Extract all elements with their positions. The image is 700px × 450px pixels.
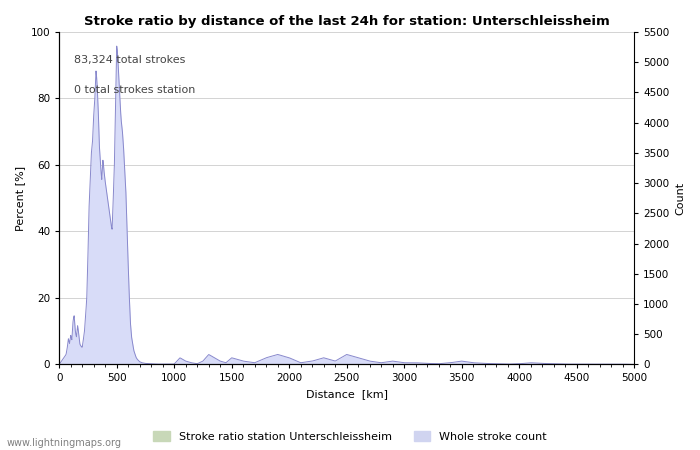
Title: Stroke ratio by distance of the last 24h for station: Unterschleissheim: Stroke ratio by distance of the last 24h… [84,15,610,28]
Text: 83,324 total strokes: 83,324 total strokes [74,55,185,65]
Legend: Stroke ratio station Unterschleissheim, Whole stroke count: Stroke ratio station Unterschleissheim, … [153,432,547,442]
Text: 0 total strokes station: 0 total strokes station [74,85,195,95]
Y-axis label: Percent [%]: Percent [%] [15,166,25,231]
X-axis label: Distance  [km]: Distance [km] [306,389,388,399]
Text: www.lightningmaps.org: www.lightningmaps.org [7,438,122,448]
Y-axis label: Count: Count [675,182,685,215]
